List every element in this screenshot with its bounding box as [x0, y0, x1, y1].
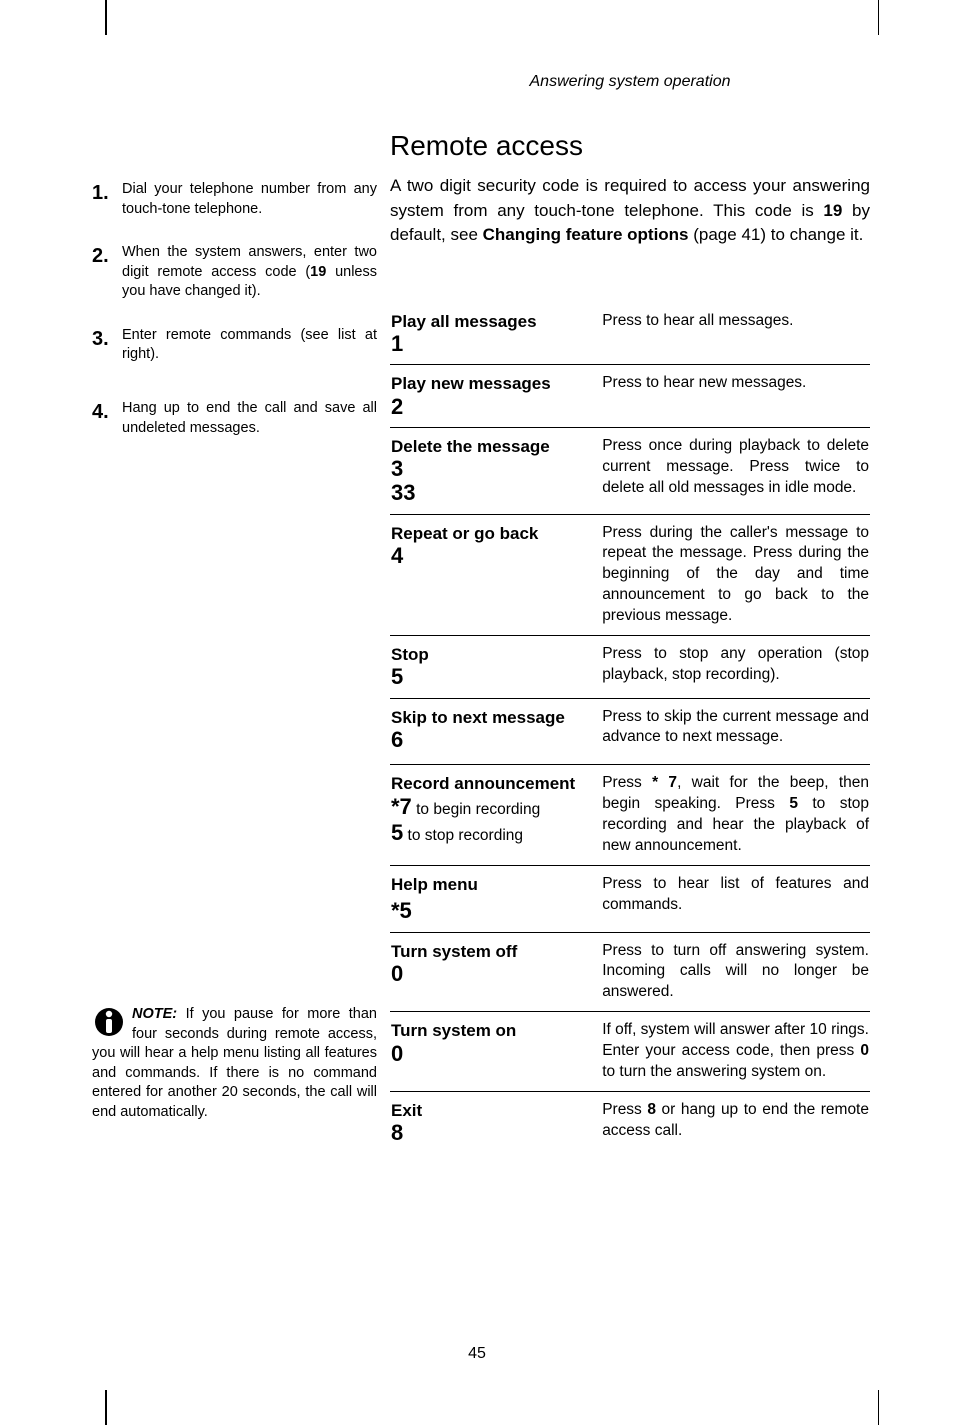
section-header: Answering system operation — [390, 73, 870, 91]
table-row: Repeat or go back 4 Press during the cal… — [390, 514, 870, 636]
step-item: 2. When the system answers, enter two di… — [92, 243, 377, 302]
command-desc: Press once during playback to delete cur… — [601, 427, 870, 514]
step-item: 1. Dial your telephone number from any t… — [92, 180, 377, 219]
command-label: Turn system off — [391, 941, 591, 962]
table-row: Turn system off 0 Press to turn off answ… — [390, 932, 870, 1012]
command-key: 5 — [391, 820, 403, 845]
command-key: *7 — [391, 794, 412, 819]
command-desc: Press to hear new messages. — [601, 365, 870, 427]
command-desc: Press 8 or hang up to end the remote acc… — [601, 1092, 870, 1154]
step-text: When the system answers, enter two digit… — [122, 243, 377, 302]
command-key: 6 — [391, 728, 591, 752]
table-row: Record announcement *7 to begin recordin… — [390, 765, 870, 866]
command-key: *5 — [391, 895, 591, 923]
command-label: Skip to next message — [391, 707, 591, 728]
page-title: Remote access — [390, 130, 583, 162]
table-row: Skip to next message 6 Press to skip the… — [390, 698, 870, 765]
command-desc: Press to hear all messages. — [601, 303, 870, 365]
info-icon — [92, 1005, 132, 1042]
crop-mark — [105, 1390, 107, 1425]
command-label: Help menu — [391, 874, 591, 895]
command-desc: Press to skip the current message and ad… — [601, 698, 870, 765]
command-subtext: to stop recording — [403, 827, 523, 844]
command-key: 1 — [391, 332, 591, 356]
command-desc: Press to hear list of features and comma… — [601, 866, 870, 932]
steps-list: 1. Dial your telephone number from any t… — [92, 180, 377, 462]
page-number: 45 — [0, 1345, 954, 1363]
step-number: 3. — [92, 326, 114, 353]
step-text: Enter remote commands (see list at right… — [122, 326, 377, 365]
command-label: Exit — [391, 1100, 591, 1121]
commands-table: Play all messages 1 Press to hear all me… — [390, 303, 870, 1153]
command-label: Play all messages — [391, 311, 591, 332]
command-key: 0 — [391, 1042, 591, 1066]
table-row: Play all messages 1 Press to hear all me… — [390, 303, 870, 365]
note-block: NOTE: If you pause for more than four se… — [92, 1005, 377, 1122]
step-number: 4. — [92, 399, 114, 426]
command-desc: Press to turn off answering sys­tem. Inc… — [601, 932, 870, 1012]
crop-mark — [878, 1390, 880, 1425]
crop-mark — [878, 0, 880, 35]
table-row: Help menu *5 Press to hear list of featu… — [390, 866, 870, 932]
command-subtext: to begin recording — [412, 801, 540, 818]
crop-mark — [105, 0, 107, 35]
step-text: Dial your telephone number from any touc… — [122, 180, 377, 219]
command-label: Record announcement — [391, 773, 591, 794]
step-number: 1. — [92, 180, 114, 207]
table-row: Turn system on 0 If off, system will ans… — [390, 1012, 870, 1092]
command-label: Stop — [391, 644, 591, 665]
command-label: Turn system on — [391, 1020, 591, 1041]
table-row: Exit 8 Press 8 or hang up to end the rem… — [390, 1092, 870, 1154]
command-key: 33 — [391, 481, 591, 505]
command-key: 4 — [391, 544, 591, 568]
intro-paragraph: A two digit security code is required to… — [390, 174, 870, 248]
command-key: 0 — [391, 962, 591, 986]
command-label: Repeat or go back — [391, 523, 591, 544]
command-key: 5 — [391, 665, 591, 689]
command-desc: Press to stop any operation (stop playba… — [601, 636, 870, 698]
command-desc: If off, system will answer after 10 ring… — [601, 1012, 870, 1092]
table-row: Play new messages 2 Press to hear new me… — [390, 365, 870, 427]
command-desc: Press * 7, wait for the beep, then begin… — [601, 765, 870, 866]
command-key: 8 — [391, 1121, 591, 1145]
command-label: Delete the message — [391, 436, 591, 457]
table-row: Stop 5 Press to stop any operation (stop… — [390, 636, 870, 698]
command-key: 3 — [391, 457, 591, 481]
step-number: 2. — [92, 243, 114, 270]
step-text: Hang up to end the call and save all und… — [122, 399, 377, 438]
command-key: 2 — [391, 395, 591, 419]
step-item: 3. Enter remote commands (see list at ri… — [92, 326, 377, 365]
command-label: Play new messages — [391, 373, 591, 394]
table-row: Delete the message 3 33 Press once durin… — [390, 427, 870, 514]
command-desc: Press during the caller's message to rep… — [601, 514, 870, 636]
step-item: 4. Hang up to end the call and save all … — [92, 399, 377, 438]
